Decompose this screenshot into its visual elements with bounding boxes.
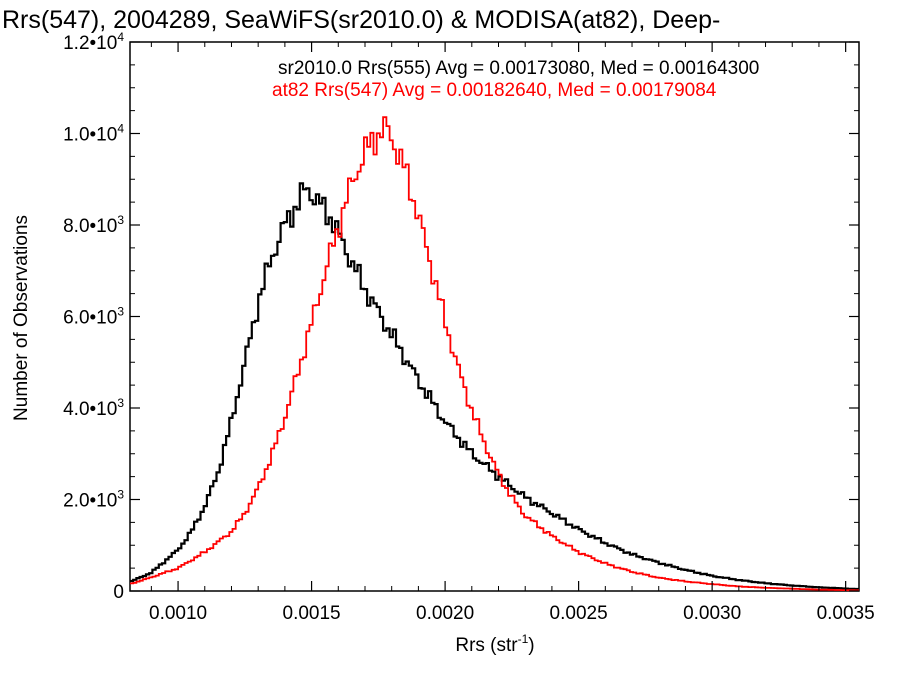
x-tick-label: 0.0030 bbox=[683, 603, 741, 624]
series-1-line bbox=[130, 182, 859, 591]
legend: sr2010.0 Rrs(555) Avg = 0.00173080, Med … bbox=[272, 58, 759, 101]
y-tick-label: 2.0•103 bbox=[63, 488, 124, 512]
y-axis-label: Number of Observations bbox=[11, 215, 32, 421]
chart-title: Rrs(547), 2004289, SeaWiFS(sr2010.0) & M… bbox=[2, 6, 720, 34]
y-tick-label: 8.0•103 bbox=[63, 213, 124, 237]
x-axis: 0.0010 0.0015 0.0020 0.0025 0.0030 0.0035 bbox=[149, 42, 875, 624]
plot-frame bbox=[129, 41, 860, 592]
x-tick-label: 0.0025 bbox=[550, 603, 608, 624]
y-tick-label: 1.2•104 bbox=[63, 30, 124, 54]
x-tick-label: 0.0020 bbox=[416, 603, 474, 624]
y-axis: 0 2.0•103 4.0•103 6.0•103 8.0•103 1.0•104 1.2•… bbox=[63, 30, 859, 603]
y-tick-label: 0 bbox=[113, 582, 124, 603]
y-tick-label: 1.0•104 bbox=[63, 122, 124, 146]
x-axis-label-superscript: -1 bbox=[518, 632, 529, 646]
x-tick-label: 0.0035 bbox=[817, 603, 875, 624]
series-2-line bbox=[130, 116, 859, 592]
x-axis-label-close: ) bbox=[528, 635, 534, 656]
y-tick-label: 4.0•103 bbox=[63, 396, 124, 420]
legend-entry-series-2: at82 Rrs(547) Avg = 0.00182640, Med = 0.… bbox=[272, 80, 717, 101]
legend-entry-series-1: sr2010.0 Rrs(555) Avg = 0.00173080, Med … bbox=[278, 58, 759, 79]
plot-area: 0.0010 0.0015 0.0020 0.0025 0.0030 0.0035 0 2.… bbox=[63, 30, 875, 624]
y-tick-label: 6.0•103 bbox=[63, 305, 124, 329]
series-layer bbox=[130, 116, 859, 592]
x-axis-label-main: Rrs (str bbox=[455, 635, 518, 656]
x-axis-label: Rrs (str-1) bbox=[455, 632, 534, 656]
x-tick-label: 0.0015 bbox=[283, 603, 341, 624]
x-tick-label: 0.0010 bbox=[149, 603, 207, 624]
